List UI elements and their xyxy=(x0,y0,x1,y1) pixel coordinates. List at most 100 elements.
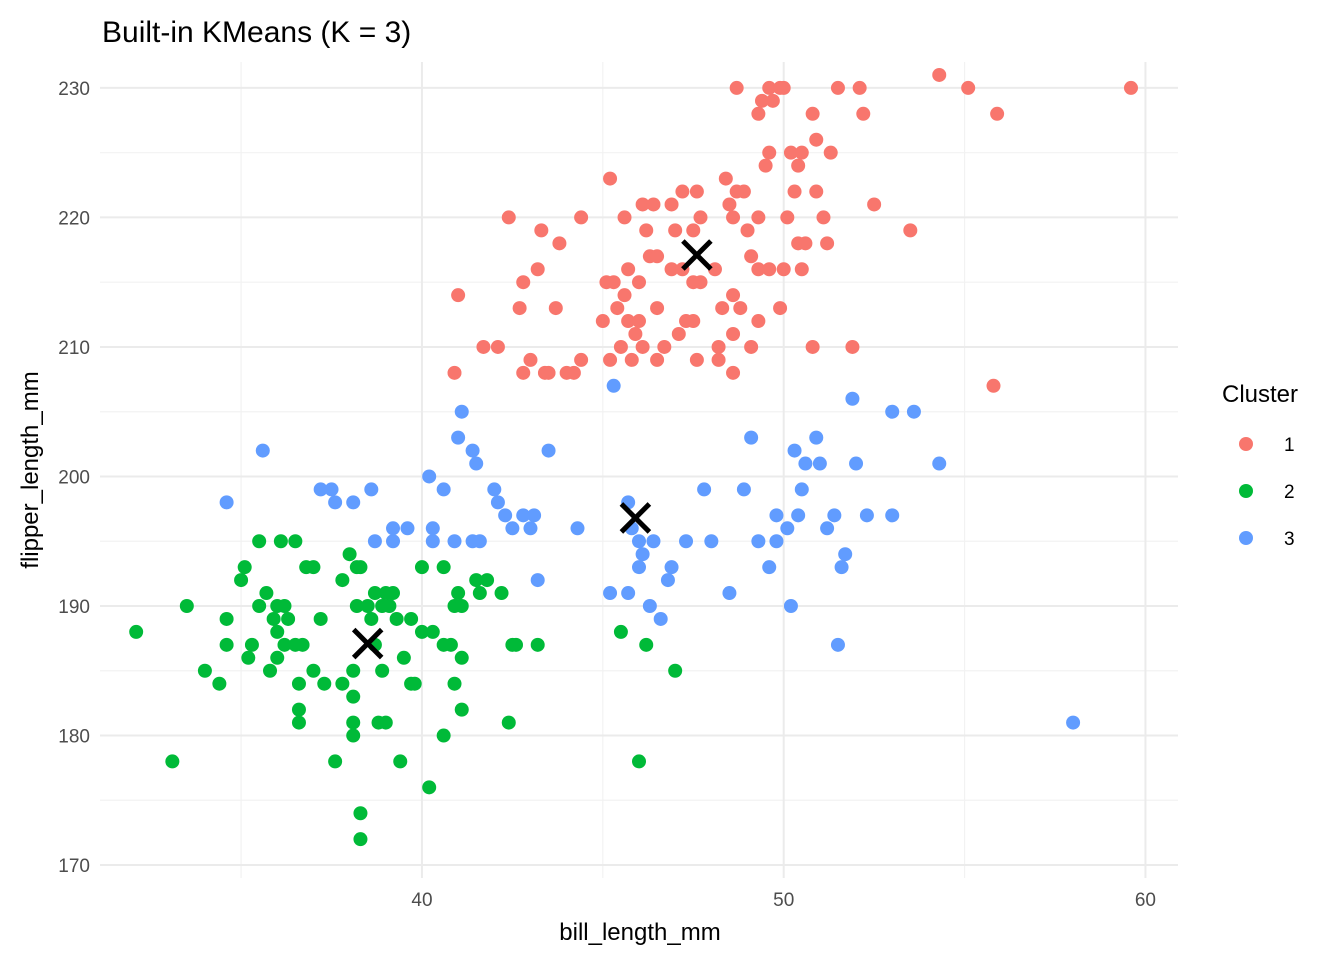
cluster-3-point xyxy=(791,508,806,523)
cluster-2-point xyxy=(375,663,390,678)
cluster-2-point xyxy=(291,715,306,730)
cluster-2-point xyxy=(451,586,466,601)
legend-label-1: 1 xyxy=(1284,435,1295,456)
legend-key-3 xyxy=(1239,531,1253,545)
cluster-3-point xyxy=(679,534,694,549)
cluster-2-point xyxy=(291,676,306,691)
cluster-2-point xyxy=(306,560,321,575)
cluster-3-point xyxy=(621,586,636,601)
cluster-1-point xyxy=(650,301,665,316)
cluster-2-point xyxy=(425,624,440,639)
cluster-2-point xyxy=(244,637,259,652)
cluster-1-point xyxy=(986,378,1001,393)
cluster-1-point xyxy=(762,145,777,160)
cluster-2-point xyxy=(266,611,281,626)
cluster-1-point xyxy=(961,80,976,95)
cluster-1-point xyxy=(530,262,545,277)
cluster-3-point xyxy=(820,521,835,536)
cluster-1-point xyxy=(787,184,802,199)
cluster-2-point xyxy=(480,573,495,588)
cluster-1-point xyxy=(823,145,838,160)
cluster-3-point xyxy=(425,521,440,536)
cluster-3-point xyxy=(809,430,824,445)
cluster-2-point xyxy=(360,599,375,613)
cluster-2-point xyxy=(454,702,469,717)
cluster-1-point xyxy=(1123,80,1138,95)
cluster-1-point xyxy=(729,184,744,199)
cluster-2-point xyxy=(241,650,256,665)
cluster-2-point xyxy=(219,637,234,652)
cluster-1-point xyxy=(820,236,835,251)
cluster-1-point xyxy=(548,301,563,316)
cluster-2-point xyxy=(494,586,509,601)
cluster-1-point xyxy=(632,314,646,329)
cluster-2-point xyxy=(632,754,646,769)
cluster-1-point xyxy=(624,352,639,367)
cluster-1-point xyxy=(754,93,769,108)
cluster-1-point xyxy=(646,197,661,212)
cluster-2-point xyxy=(639,637,654,652)
cluster-1-point xyxy=(657,339,672,354)
cluster-1-point xyxy=(830,80,845,95)
cluster-1-point xyxy=(856,106,871,121)
cluster-1-point xyxy=(744,249,759,264)
cluster-1-point xyxy=(758,158,773,173)
cluster-1-point xyxy=(552,236,567,251)
cluster-1-point xyxy=(816,210,831,225)
cluster-1-point xyxy=(903,223,918,238)
cluster-3-point xyxy=(527,508,542,523)
cluster-1-point xyxy=(762,80,777,95)
cluster-1-point xyxy=(707,262,722,277)
cluster-2-point xyxy=(252,599,267,613)
cluster-3-point xyxy=(646,534,661,549)
cluster-1-point xyxy=(628,327,643,341)
cluster-1-point xyxy=(650,249,665,264)
y-tick-label: 170 xyxy=(58,856,90,877)
cluster-1-point xyxy=(791,158,806,173)
cluster-3-point xyxy=(451,430,466,445)
cluster-2-point xyxy=(273,534,288,549)
cluster-2-point xyxy=(613,624,628,639)
cluster-1-point xyxy=(610,301,625,316)
cluster-3-point xyxy=(490,495,505,510)
cluster-3-point xyxy=(762,560,777,575)
cluster-2-point xyxy=(386,586,401,601)
cluster-2-point xyxy=(530,637,545,652)
cluster-1-point xyxy=(715,301,730,316)
cluster-3-point xyxy=(906,404,921,419)
cluster-2-point xyxy=(179,599,194,613)
legend-title: Cluster xyxy=(1222,381,1298,408)
cluster-1-point xyxy=(809,184,824,199)
cluster-1-point xyxy=(744,339,759,354)
cluster-1-point xyxy=(686,223,701,238)
cluster-3-point xyxy=(570,521,585,536)
cluster-3-point xyxy=(632,560,646,575)
cluster-3-point xyxy=(505,521,520,536)
y-tick-label: 180 xyxy=(58,727,90,748)
cluster-1-point xyxy=(776,80,791,95)
cluster-3-point xyxy=(885,508,900,523)
cluster-1-point xyxy=(794,262,809,277)
legend-label-3: 3 xyxy=(1284,529,1295,550)
cluster-1-point xyxy=(990,106,1005,121)
cluster-2-point xyxy=(509,637,524,652)
cluster-3-point xyxy=(606,378,621,393)
cluster-1-point xyxy=(664,197,679,212)
cluster-3-point xyxy=(386,534,401,549)
cluster-1-point xyxy=(798,236,813,251)
cluster-3-point xyxy=(516,508,531,523)
cluster-2-point xyxy=(353,832,368,847)
cluster-2-point xyxy=(668,663,683,678)
legend-key-2 xyxy=(1239,484,1253,498)
cluster-2-point xyxy=(346,728,361,743)
cluster-2-point xyxy=(328,754,343,769)
cluster-1-point xyxy=(783,145,798,160)
cluster-1-point xyxy=(780,210,795,225)
y-tick-label: 220 xyxy=(58,208,90,229)
y-tick-label: 190 xyxy=(58,597,90,618)
cluster-2-point xyxy=(263,663,278,678)
cluster-3-point xyxy=(769,508,784,523)
centroid-1-marker xyxy=(681,239,713,271)
cluster-3-point xyxy=(603,586,618,601)
cluster-2-point xyxy=(414,560,429,575)
